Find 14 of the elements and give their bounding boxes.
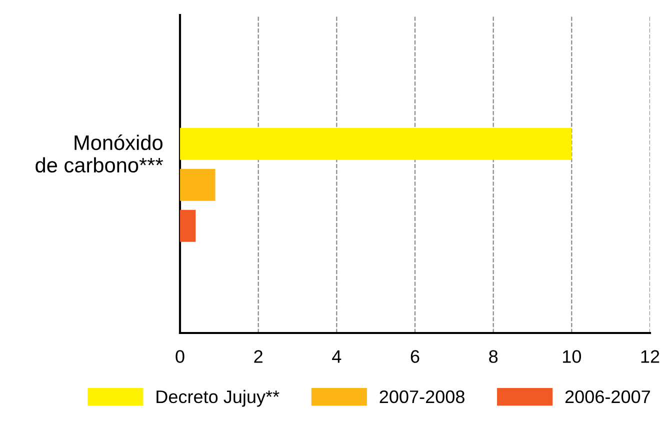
x-tick-label: 8 (489, 350, 498, 363)
y-tick-label: Monóxido de carbono*** (36, 134, 164, 173)
x-tick-label: 4 (332, 350, 342, 363)
x-tick-label: 6 (410, 350, 420, 363)
x-tick-label: 0 (176, 350, 184, 363)
legend-label: 2006-2007 (565, 390, 650, 404)
x-tick-label: 2 (254, 350, 262, 363)
bar (180, 210, 196, 242)
bar (180, 168, 216, 201)
bar (180, 128, 572, 160)
x-tick-label: 12 (641, 350, 660, 363)
legend-label: Decreto Jujuy** (156, 390, 280, 407)
x-tick-label: 10 (563, 350, 582, 363)
legend-label: 2007-2008 (380, 390, 464, 404)
